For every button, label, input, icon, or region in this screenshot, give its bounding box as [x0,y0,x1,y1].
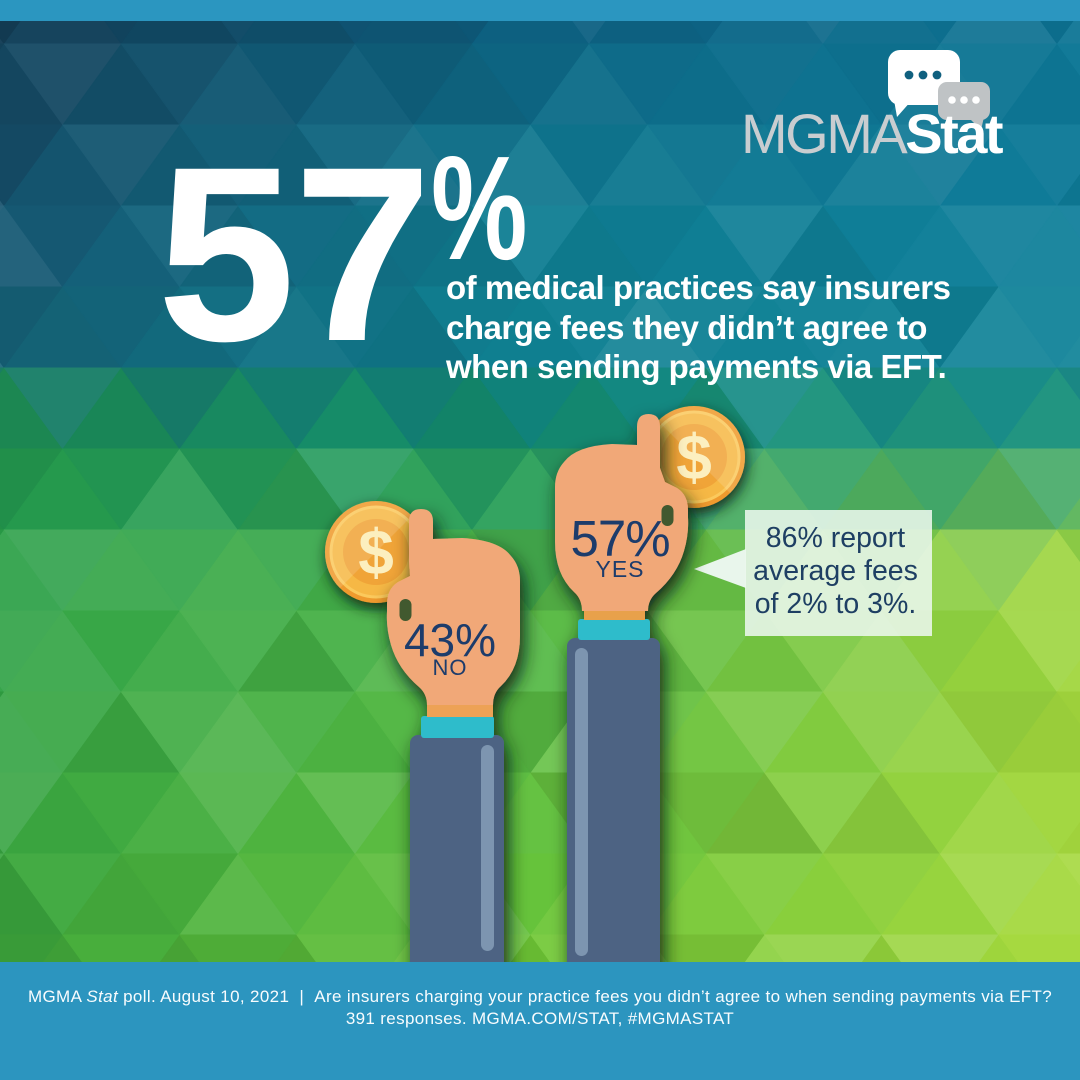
svg-text:$: $ [358,516,394,588]
svg-text:$: $ [676,421,712,493]
